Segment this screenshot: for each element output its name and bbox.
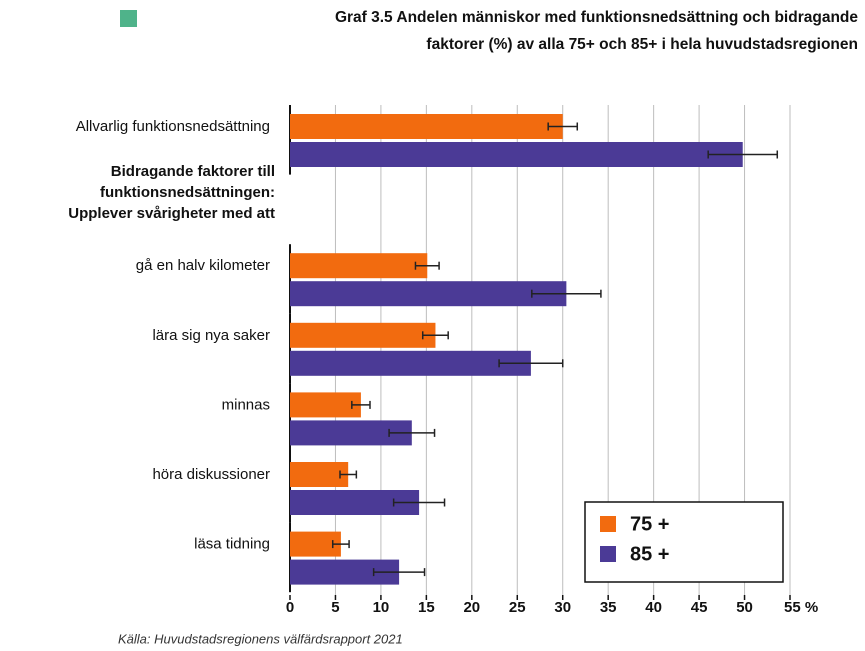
bar [290,392,361,418]
error-bar [498,359,564,368]
y-tick-label: Allvarlig funktionsnedsättning [76,118,270,135]
group-label: Bidragande faktorer till [111,163,275,180]
legend-swatch [600,546,616,562]
group-label: funktionsnedsättningen: [100,184,275,201]
y-tick-label: gå en halv kilometer [136,257,270,274]
error-bar [388,428,436,437]
x-tick-label: 45 [691,599,708,616]
x-tick-label: 20 [463,599,480,616]
y-tick-label: höra diskussioner [152,466,270,483]
legend-label: 75 + [630,513,669,535]
x-tick-label: 15 [418,599,435,616]
legend-swatch [600,516,616,532]
chart-title: Graf 3.5 Andelen människor med funktions… [335,9,858,26]
error-bar [351,400,371,409]
source: Källa: Huvudstadsregionens välfärdsrappo… [118,631,403,646]
error-bar [414,261,440,270]
x-tick-label: 50 [736,599,753,616]
error-bar [339,470,358,479]
bar [290,253,428,279]
y-tick-label: läsa tidning [194,536,270,553]
x-tick-label: 5 [331,599,339,616]
x-tick-label: 35 [600,599,617,616]
x-tick-label: 40 [645,599,662,616]
error-bar [421,331,449,340]
legend-box [584,501,784,583]
bar [290,322,436,348]
bar [290,114,563,139]
x-tick-label: 0 [286,599,294,616]
error-bar [331,540,350,549]
bar [290,142,743,167]
x-tick-label: 55 % [784,599,818,616]
error-bar [531,289,602,298]
y-tick-label: lära sig nya saker [152,327,270,344]
error-bar [392,498,446,507]
bar [290,350,531,376]
group-label: Upplever svårigheter med att [68,205,275,222]
legend-label: 85 + [630,543,669,565]
bar [290,281,567,307]
x-tick-label: 25 [509,599,526,616]
error-bar [707,150,779,159]
title-marker [120,10,137,27]
x-tick-label: 30 [554,599,571,616]
y-tick-label: minnas [222,396,270,413]
error-bar [372,568,426,577]
bar [290,462,349,487]
x-tick-label: 10 [373,599,390,616]
error-bar [547,122,579,131]
chart-title: faktorer (%) av alla 75+ och 85+ i hela … [426,36,858,53]
